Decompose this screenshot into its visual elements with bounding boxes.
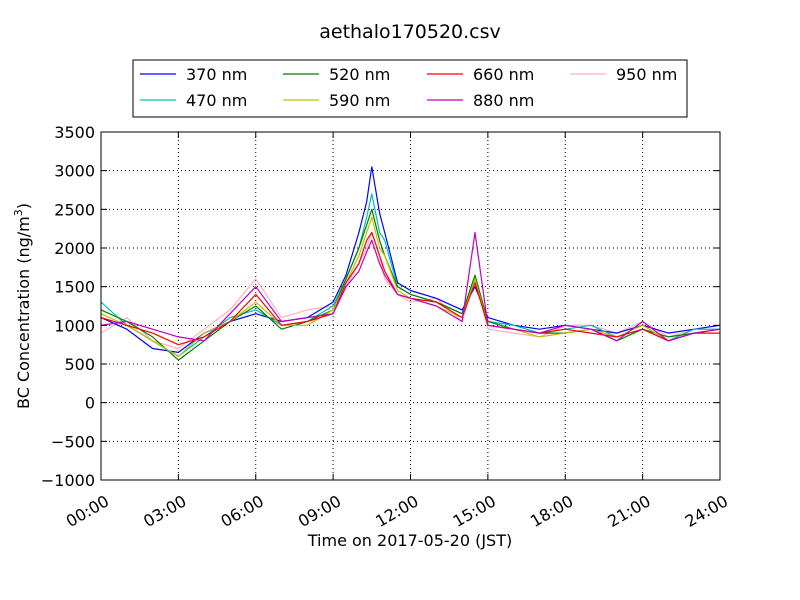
y-tick-label: 1500 (54, 278, 95, 297)
y-axis-title-main: BC Concentration (ng/m (14, 216, 33, 409)
x-tick-label: 03:00 (140, 491, 189, 531)
y-tick-label: 3500 (54, 123, 95, 142)
y-tick-label: −500 (51, 432, 95, 451)
legend-box (132, 59, 688, 118)
x-tick-label: 06:00 (218, 491, 267, 531)
y-axis-title-unit-exponent: 3 (12, 209, 25, 216)
x-tick-labels: 00:00 03:00 06:00 09:00 12:00 15:00 18:00 21:00… (63, 491, 731, 531)
y-tick-label: 1000 (54, 316, 95, 335)
y-tick-label: 2500 (54, 200, 95, 219)
x-tick-label: 21:00 (604, 491, 653, 531)
y-tick-label: −1000 (41, 471, 95, 490)
y-tick-label: 3000 (54, 162, 95, 181)
series-line-470-nm (100, 193, 720, 357)
x-tick-label: 09:00 (295, 491, 344, 531)
y-axis-title: BC Concentration (ng/m3) (12, 203, 33, 409)
legend-label: 880 nm (473, 91, 534, 110)
x-tick-label: 24:00 (682, 491, 731, 531)
series-lines (100, 166, 721, 361)
x-tick-label: 12:00 (372, 491, 421, 531)
legend-label: 590 nm (329, 91, 390, 110)
y-axis-title-close: ) (14, 203, 33, 209)
y-tick-label: 0 (85, 394, 95, 413)
x-tick-label: 15:00 (450, 491, 499, 531)
y-tick-labels: 3500 3000 2500 2000 1500 1000 500 0 −500 −1000 (41, 123, 95, 490)
legend-label: 950 nm (616, 65, 677, 84)
series-line-660-nm (100, 231, 720, 346)
grid-lines (101, 132, 720, 480)
legend-label: 520 nm (329, 65, 390, 84)
legend-label: 370 nm (186, 65, 247, 84)
y-tick-label: 500 (64, 355, 95, 374)
x-tick-label: 18:00 (527, 491, 576, 531)
x-axis-title: Time on 2017-05-20 (JST) (307, 531, 512, 550)
y-tick-label: 2000 (54, 239, 95, 258)
chart-title: aethalo170520.csv (319, 21, 501, 43)
x-tick-label: 00:00 (63, 491, 112, 531)
legend-label: 470 nm (186, 91, 247, 110)
series-line-880-nm (100, 231, 721, 342)
legend: 370 nm 470 nm 520 nm 590 nm 660 nm 880 nm 950 … (132, 59, 688, 118)
axis-ticks (100, 131, 721, 481)
legend-label: 660 nm (473, 65, 534, 84)
